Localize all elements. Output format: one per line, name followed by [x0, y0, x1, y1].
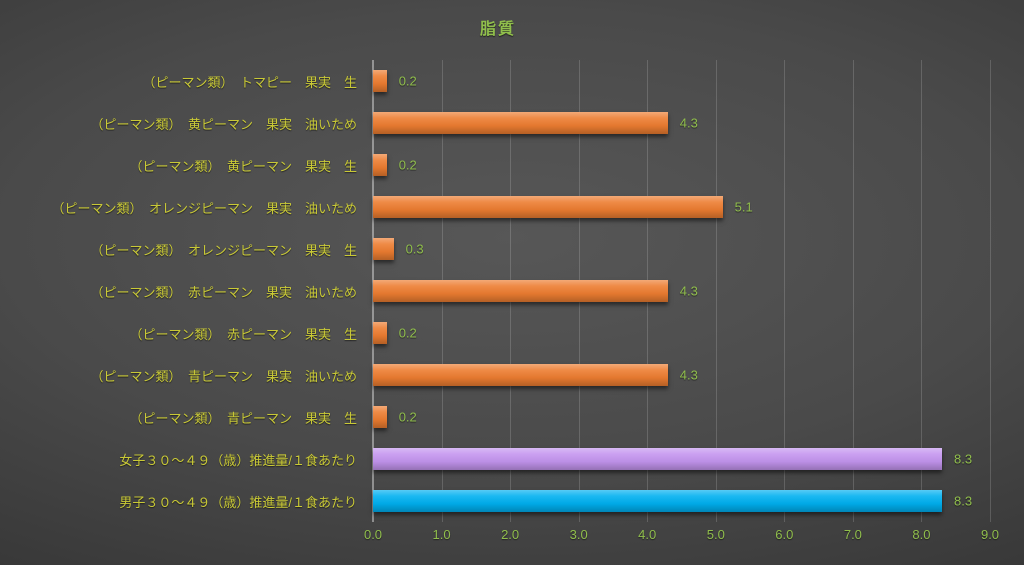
value-label: 0.3 — [405, 241, 424, 257]
value-label: 0.2 — [398, 409, 417, 425]
category-label: 女子３０～４９（歳）推進量/１食あたり — [119, 452, 357, 468]
value-label: 4.3 — [679, 367, 698, 383]
x-tick-label: 7.0 — [843, 527, 862, 542]
x-axis: 0.0 1.0 2.0 3.0 4.0 5.0 6.0 7.0 8.0 9.0 — [364, 527, 999, 547]
gridline — [852, 60, 854, 522]
category-label: （ピーマン類） 青ピーマン 果実 油いため — [90, 368, 357, 384]
x-tick-label: 6.0 — [775, 527, 794, 542]
x-tick-label: 9.0 — [980, 527, 1000, 542]
category-label: （ピーマン類） 黄ピーマン 果実 油いため — [90, 116, 357, 132]
bar-orange — [373, 322, 387, 344]
value-label: 8.3 — [954, 451, 973, 467]
x-tick-label: 0.0 — [363, 527, 383, 542]
bar-orange — [373, 364, 668, 386]
bar-purple — [373, 448, 942, 470]
gridline — [921, 60, 923, 522]
category-label: （ピーマン類） オレンジピーマン 果実 油いため — [51, 200, 357, 216]
gridline — [990, 60, 991, 522]
x-tick-label: 1.0 — [432, 527, 451, 542]
category-label: （ピーマン類） 黄ピーマン 果実 生 — [129, 158, 357, 174]
value-label: 0.2 — [398, 73, 417, 89]
gridline — [715, 60, 717, 522]
value-label: 4.3 — [679, 283, 698, 299]
bar-orange — [373, 70, 387, 92]
bar-orange — [373, 112, 668, 134]
plot-area: 0.2 4.3 0.2 5.1 0.3 4.3 0.2 4.3 0.2 8.3 8.3 — [372, 60, 991, 522]
x-tick-label: 3.0 — [569, 527, 588, 542]
value-label: 4.3 — [679, 115, 698, 131]
value-label: 8.3 — [954, 493, 973, 509]
value-label: 5.1 — [734, 199, 753, 215]
bar-blue — [373, 490, 942, 512]
gridline — [784, 60, 786, 522]
chart-title: 脂質 — [479, 21, 516, 38]
value-label: 0.2 — [398, 325, 417, 341]
category-label: （ピーマン類） 赤ピーマン 果実 生 — [129, 326, 357, 342]
category-label: 男子３０～４９（歳）推進量/１食あたり — [119, 494, 357, 510]
category-label: （ピーマン類） 赤ピーマン 果実 油いため — [90, 284, 357, 300]
x-tick-label: 8.0 — [912, 527, 931, 542]
category-axis: （ピーマン類） トマピー 果実 生 （ピーマン類） 黄ピーマン 果実 油いため （ピ… — [0, 60, 365, 522]
bar-orange — [373, 280, 668, 302]
bar-orange — [373, 406, 387, 428]
bar-orange — [373, 154, 387, 176]
category-label: （ピーマン類） トマピー 果実 生 — [142, 74, 357, 90]
x-tick-label: 4.0 — [638, 527, 657, 542]
x-tick-label: 2.0 — [501, 527, 520, 542]
x-tick-label: 5.0 — [706, 527, 725, 542]
bar-orange — [373, 238, 394, 260]
category-label: （ピーマン類） 青ピーマン 果実 生 — [129, 410, 357, 426]
bar-orange — [373, 196, 723, 218]
category-label: （ピーマン類） オレンジピーマン 果実 生 — [90, 242, 357, 258]
value-label: 0.2 — [398, 157, 417, 173]
